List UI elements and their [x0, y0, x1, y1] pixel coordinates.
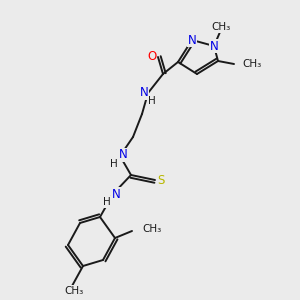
Text: O: O	[147, 50, 157, 62]
Text: S: S	[157, 173, 165, 187]
Text: H: H	[110, 159, 118, 169]
Text: N: N	[188, 34, 196, 46]
Text: N: N	[118, 148, 127, 161]
Text: N: N	[210, 40, 218, 52]
Text: N: N	[112, 188, 120, 200]
Text: H: H	[103, 197, 111, 207]
Text: CH₃: CH₃	[64, 286, 84, 296]
Text: CH₃: CH₃	[212, 22, 231, 32]
Text: CH₃: CH₃	[242, 59, 261, 69]
Text: CH₃: CH₃	[142, 224, 161, 234]
Text: N: N	[140, 86, 148, 100]
Text: H: H	[148, 96, 156, 106]
